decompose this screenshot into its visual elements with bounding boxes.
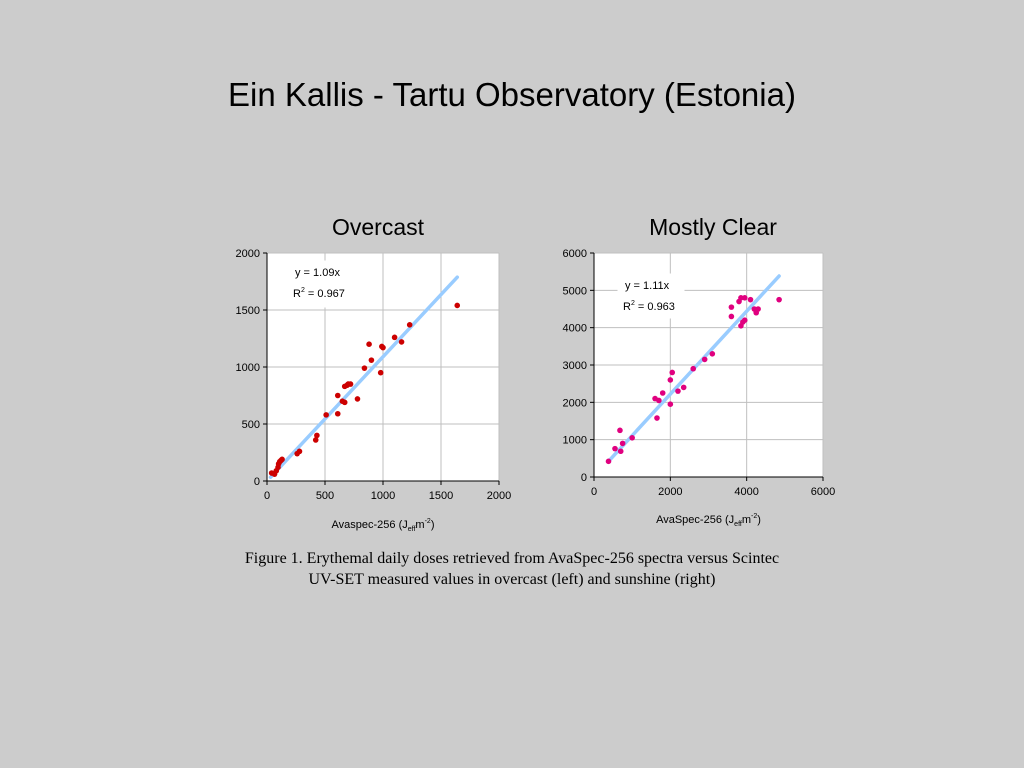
r-squared-superscript: 2: [631, 300, 635, 307]
data-point: [741, 295, 748, 301]
data-point: [741, 317, 748, 323]
y-tick-label: 1000: [236, 362, 260, 374]
y-tick-label: 6000: [563, 248, 587, 260]
data-point: [406, 322, 413, 328]
r-squared-symbol: R: [623, 301, 631, 313]
data-point: [669, 369, 676, 376]
caption-line-2: UV-SET measured values in overcast (left…: [308, 571, 716, 588]
r-squared-label: R2 = 0.967: [293, 287, 345, 300]
data-point: [454, 302, 461, 309]
r-squared-superscript: 2: [301, 287, 305, 294]
trendline-equation: y = 1.09x: [295, 267, 340, 279]
data-point: [701, 356, 708, 363]
x-axis-label: Avaspec-256 (Jeffm-2): [332, 518, 435, 533]
x-tick-label: 1500: [429, 490, 453, 502]
mostly-clear-scatter-chart: 0 1000 2000 3000 4000 5000 6000 0 2000 4000 6000 y …: [563, 248, 836, 528]
y-tick-label: 500: [242, 419, 260, 431]
y-tick-label: 2000: [236, 248, 260, 260]
data-point: [377, 369, 384, 376]
data-point: [747, 296, 754, 303]
data-point: [605, 458, 612, 465]
chart-title-overcast: Overcast: [331, 214, 425, 240]
data-point: [654, 415, 660, 421]
y-tick-label: 4000: [563, 323, 587, 335]
data-point: [334, 410, 341, 417]
data-point: [366, 341, 372, 347]
y-tick-label: 1000: [563, 435, 587, 447]
equation-box: [617, 273, 685, 319]
r-squared-value: = 0.967: [305, 288, 345, 300]
x-tick-label: 0: [264, 490, 270, 502]
trendline: [268, 275, 459, 480]
r-squared-value: = 0.963: [635, 301, 675, 313]
data-point: [323, 412, 329, 418]
data-point: [675, 388, 681, 394]
caption-line-1: Figure 1. Erythemal daily doses retrieve…: [244, 550, 780, 567]
data-point: [391, 334, 398, 341]
data-point: [279, 456, 285, 463]
data-point: [617, 448, 624, 455]
data-point: [312, 437, 319, 443]
x-tick-label: 0: [591, 486, 597, 498]
data-point: [368, 357, 375, 363]
y-tick-label: 0: [581, 472, 587, 484]
data-point: [755, 306, 761, 312]
data-point: [612, 445, 618, 452]
data-point: [629, 435, 635, 441]
data-point: [728, 304, 735, 310]
data-point: [361, 365, 368, 371]
equation-box: [287, 260, 357, 308]
y-tick-label: 3000: [563, 360, 587, 372]
slide-title: Ein Kallis - Tartu Observatory (Estonia): [228, 76, 796, 113]
y-tick-label: 1500: [236, 305, 260, 317]
chart-title-mostly-clear: Mostly Clear: [649, 214, 777, 240]
x-tick-label: 2000: [658, 486, 682, 498]
x-axis-label: AvaSpec-256 (Jeffm-2): [656, 513, 761, 528]
data-point: [690, 365, 697, 372]
x-tick-label: 4000: [734, 486, 758, 498]
y-tick-label: 0: [254, 476, 260, 488]
r-squared-label: R2 = 0.963: [623, 300, 675, 313]
data-point: [680, 384, 687, 391]
x-tick-label: 1000: [371, 490, 395, 502]
data-point: [728, 313, 735, 320]
data-point: [656, 397, 662, 404]
data-point: [776, 296, 782, 303]
data-point: [667, 377, 674, 383]
data-point: [709, 351, 716, 357]
data-point: [619, 440, 626, 447]
data-point: [347, 381, 354, 387]
data-point: [334, 392, 341, 399]
data-point: [296, 448, 303, 455]
data-point: [341, 399, 348, 406]
data-point: [617, 427, 623, 434]
overcast-scatter-chart: 0 500 1000 1500 2000 0 500 1000 1500 2000 y = 1.09…: [236, 248, 512, 533]
x-tick-label: 500: [316, 490, 334, 502]
data-point: [667, 401, 674, 407]
x-tick-label: 6000: [811, 486, 835, 498]
y-tick-label: 5000: [563, 285, 587, 297]
data-point: [380, 344, 386, 351]
data-point: [314, 432, 320, 439]
r-squared-symbol: R: [293, 288, 301, 300]
trendline-equation: y = 1.11x: [625, 280, 670, 292]
data-point: [398, 339, 405, 345]
y-tick-label: 2000: [563, 397, 587, 409]
data-point: [659, 390, 666, 396]
data-point: [354, 396, 361, 402]
figure-caption: Figure 1. Erythemal daily doses retrieve…: [0, 548, 1024, 590]
x-tick-label: 2000: [487, 490, 511, 502]
